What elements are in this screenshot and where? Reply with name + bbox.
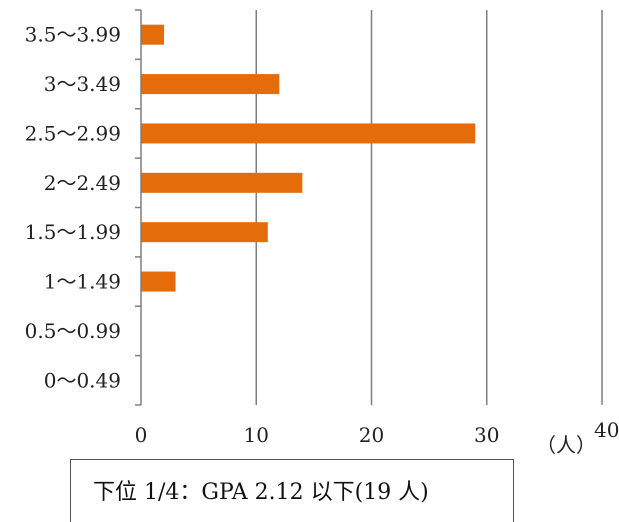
y-axis [135,9,142,406]
bar-3 [141,271,176,292]
bar-5 [141,172,303,193]
x-tick-label-40: 40 [594,418,619,442]
note-text: 下位 1/4：GPA 2.12 以下(19 人) [93,480,429,505]
x-tick-label-10: 10 [244,423,269,447]
y-tick-label-5: 2〜2.49 [44,171,121,195]
y-tick-labels: 0〜0.49 0.5〜0.99 1〜1.49 1.5〜1.99 2〜2.49 2.5〜2.… [25,23,121,393]
x-tick-label-20: 20 [359,423,384,447]
x-tick-label-30: 30 [474,423,499,447]
bars [141,24,476,292]
y-tick-label-7: 3〜3.49 [44,72,121,96]
y-tick-label-8: 3.5〜3.99 [25,23,121,47]
bar-8 [141,24,165,45]
bar-6 [141,123,476,144]
y-tick-label-6: 2.5〜2.99 [25,121,121,145]
chart-area: 0〜0.49 0.5〜0.99 1〜1.49 1.5〜1.99 2〜2.49 2.5〜2.… [25,9,619,457]
y-tick-label-4: 1.5〜1.99 [25,220,121,244]
bar-7 [141,74,280,95]
x-axis-unit-label: （人） [536,433,596,457]
bar-4 [141,222,268,243]
y-tick-label-3: 1〜1.49 [44,270,121,294]
y-tick-label-2: 0.5〜0.99 [25,319,121,343]
x-tick-label-0: 0 [135,423,148,447]
gridlines [255,10,603,405]
y-tick-label-1: 0〜0.49 [44,368,121,392]
x-tick-labels: 0 10 20 30 40 [135,418,619,447]
note-box: 下位 1/4：GPA 2.12 以下(19 人) [70,459,514,522]
